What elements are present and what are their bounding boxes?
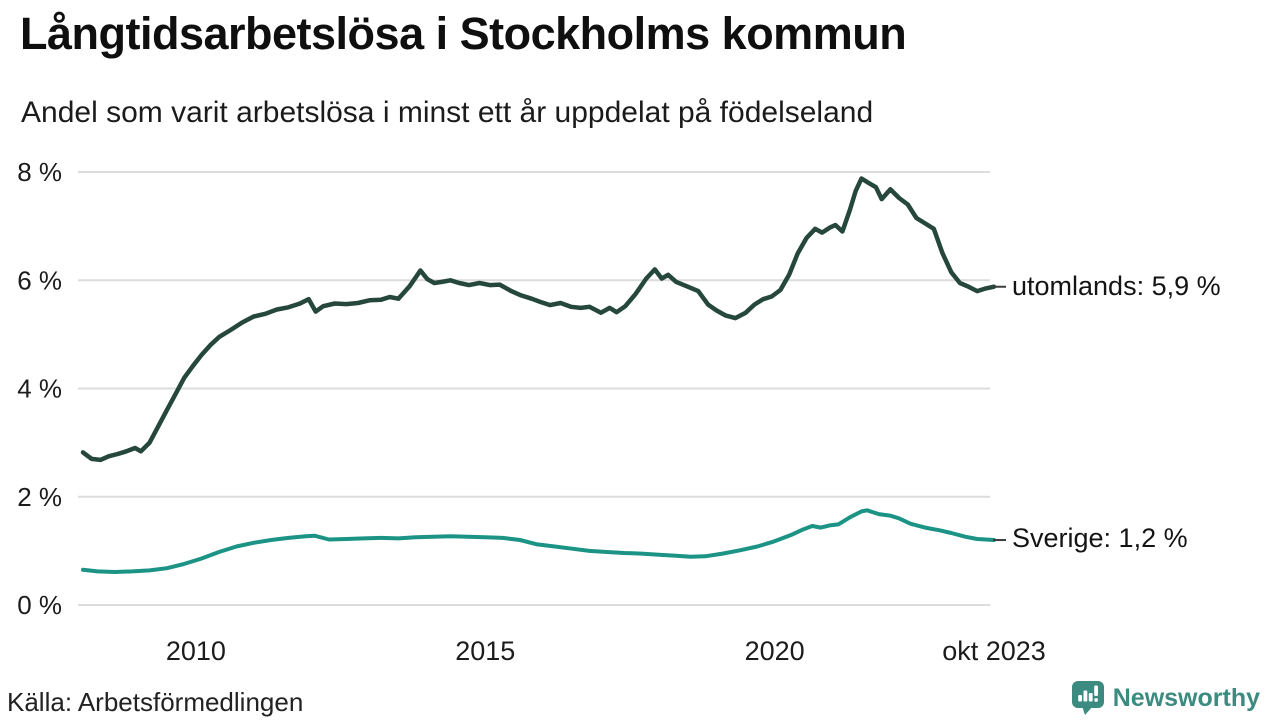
- series-line-Sverige: [81, 508, 996, 574]
- series-end-label-sverige: Sverige: 1,2 %: [1012, 523, 1188, 553]
- x-axis-tick-label: okt 2023: [942, 636, 1046, 666]
- x-axis-tick-label: 2020: [745, 636, 805, 666]
- newsworthy-logo-icon: [1071, 681, 1104, 715]
- page-title: Långtidsarbetslösa i Stockholms kommun: [20, 8, 907, 59]
- y-axis-tick-label: 2 %: [17, 482, 62, 512]
- x-axis-tick-label: 2015: [455, 636, 515, 666]
- source-caption: Källa: Arbetsförmedlingen: [7, 687, 304, 717]
- y-axis-tick-label: 0 %: [17, 590, 62, 620]
- y-axis-tick-label: 4 %: [17, 374, 62, 404]
- series-end-label-utomlands: utomlands: 5,9 %: [1012, 271, 1221, 301]
- series-line-utomlands: [80, 176, 997, 463]
- chart-subtitle: Andel som varit arbetslösa i minst ett å…: [21, 96, 874, 129]
- y-axis-tick-label: 8 %: [17, 157, 62, 187]
- newsworthy-brand-name: Newsworthy: [1112, 683, 1260, 712]
- x-axis-tick-label: 2010: [166, 636, 226, 666]
- newsworthy-brand: Newsworthy: [1071, 680, 1260, 716]
- y-axis-tick-label: 6 %: [17, 265, 62, 295]
